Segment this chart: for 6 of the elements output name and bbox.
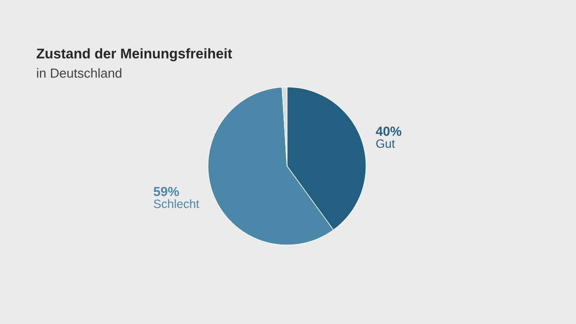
- data-label: 40%: [376, 126, 402, 136]
- slice-label: Schlecht: [154, 199, 200, 208]
- chart-title: Zustand der Meinungsfreiheit: [36, 48, 232, 62]
- chart-subtitle: in Deutschland: [37, 68, 122, 78]
- data-label: 59%: [154, 186, 179, 196]
- slice-label: Gut: [376, 139, 395, 148]
